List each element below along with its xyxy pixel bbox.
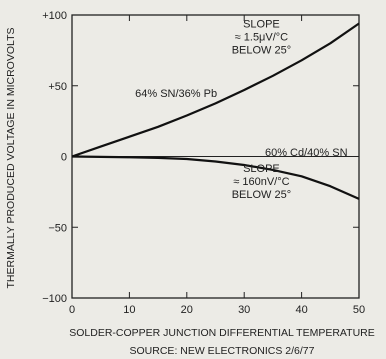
y-axis-title: THERMALLY PRODUCED VOLTAGE IN MICROVOLTS (5, 28, 17, 289)
slope-annotation-line: BELOW 25° (232, 45, 291, 57)
x-tick-label: 20 (181, 304, 193, 316)
source-note: SOURCE: NEW ELECTRONICS 2/6/77 (130, 345, 315, 357)
x-tick-label: 0 (69, 304, 75, 316)
slope-annotation-line: SLOPE (243, 19, 280, 31)
slope-annotation-line: SLOPE (243, 163, 280, 175)
y-tick-label: −50 (48, 222, 67, 234)
series-label-2: 60% Cd/40% SN (265, 147, 348, 159)
axis-ticks: 0 10 20 30 40 50 −100 −50 0 +50 +100 (42, 10, 365, 316)
series-line-2 (71, 155, 360, 200)
slope-annotation-line: ≈ 1.5μV/°C (235, 32, 289, 44)
y-tick-label: +50 (48, 81, 67, 93)
x-tick-label: 30 (238, 304, 250, 316)
x-tick-label: 50 (353, 304, 365, 316)
slope-annotation-line: ≈ 160nV/°C (233, 176, 289, 188)
y-tick-label: −100 (42, 293, 67, 305)
x-tick-label: 40 (295, 304, 307, 316)
series-label-1: 64% SN/36% Pb (135, 88, 217, 100)
y-tick-label: +100 (42, 10, 67, 22)
x-axis-title: SOLDER-COPPER JUNCTION DIFFERENTIAL TEMP… (69, 327, 375, 339)
y-tick-label: 0 (61, 152, 67, 164)
slope-annotation-line: BELOW 25° (232, 189, 291, 201)
x-tick-label: 10 (123, 304, 135, 316)
series-layer (71, 22, 360, 200)
series-line-1 (71, 22, 360, 158)
